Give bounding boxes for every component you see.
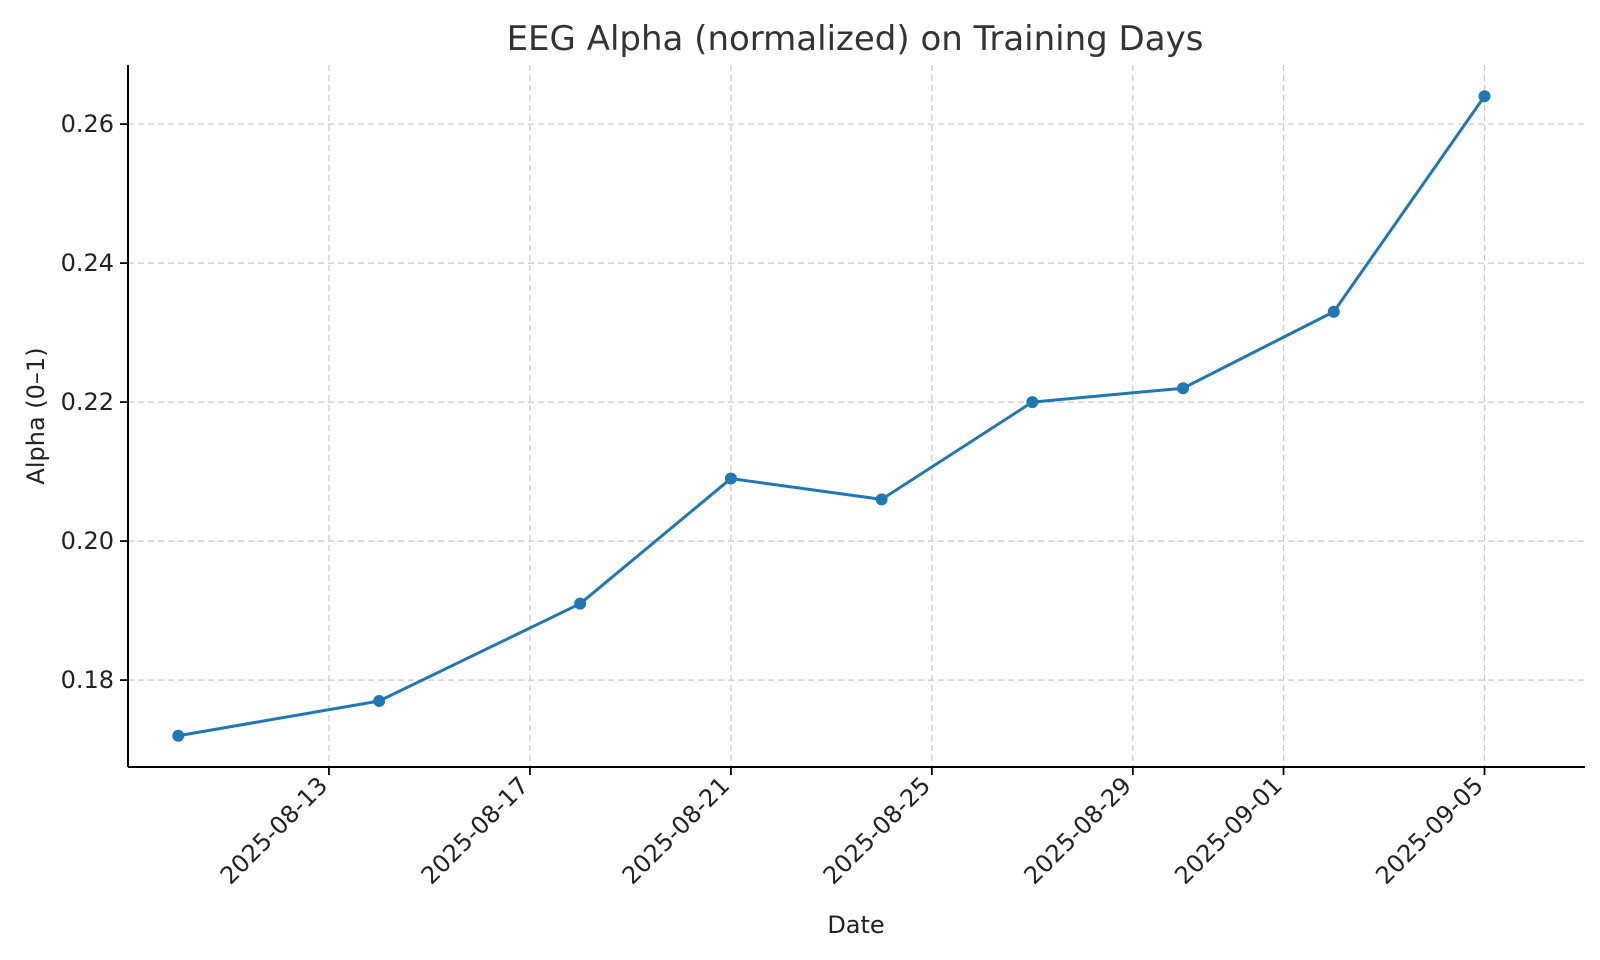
x-tick-label: 2025-08-17	[416, 771, 534, 889]
data-point	[1026, 396, 1039, 409]
x-tick-label: 2025-09-05	[1370, 771, 1488, 889]
x-tick-label: 2025-08-21	[617, 771, 735, 889]
series-layer	[172, 90, 1491, 742]
x-tick-label: 2025-09-01	[1169, 771, 1287, 889]
data-point	[574, 597, 587, 610]
y-tick-label: 0.26	[61, 110, 114, 138]
data-point	[1177, 382, 1190, 395]
data-point	[724, 472, 737, 485]
y-axis-label: Alpha (0–1)	[22, 347, 50, 484]
y-tick-label: 0.22	[61, 388, 114, 416]
chart-title: EEG Alpha (normalized) on Training Days	[507, 19, 1204, 59]
gridlines	[128, 65, 1585, 767]
data-point	[373, 694, 386, 707]
x-axis-label: Date	[827, 911, 884, 939]
y-tick-label: 0.20	[61, 527, 114, 555]
data-point	[875, 493, 888, 506]
y-tick-label: 0.24	[61, 249, 114, 277]
data-point	[172, 729, 185, 742]
y-tick-label: 0.18	[61, 666, 114, 694]
x-tick-label: 2025-08-25	[818, 771, 936, 889]
axes	[127, 65, 1585, 768]
series-line	[176, 94, 1487, 738]
data-point	[1327, 305, 1340, 318]
x-tick-label: 2025-08-29	[1019, 771, 1137, 889]
x-tick-label: 2025-08-13	[215, 771, 333, 889]
data-point	[1478, 90, 1491, 103]
ticks: 2025-08-13 2025-08-17 2025-08-21 2025-08-25…	[61, 110, 1489, 890]
